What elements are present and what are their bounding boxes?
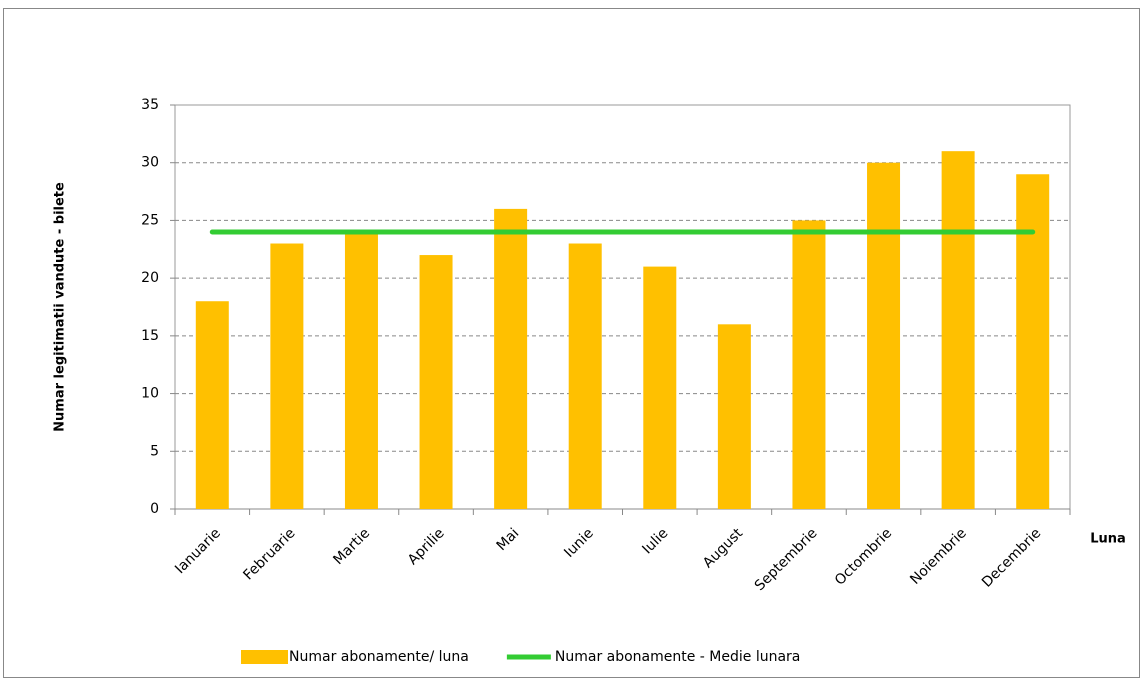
y-tick-label: 10: [141, 386, 159, 402]
bar: [419, 255, 453, 509]
y-tick-label: 20: [141, 270, 159, 286]
bar: [494, 208, 528, 509]
x-axis-title: Luna: [1090, 532, 1126, 547]
y-tick-label: 25: [141, 212, 159, 228]
plot-area: [174, 104, 1071, 510]
bar: [195, 301, 229, 509]
y-tick-label: 35: [141, 97, 159, 113]
bar: [941, 151, 975, 509]
y-axis-title: Numar legitimatii vandute - bilete: [53, 182, 68, 432]
bar: [1016, 174, 1050, 509]
legend-swatch: [241, 650, 288, 664]
y-tick-label: 5: [150, 443, 159, 459]
bar: [792, 220, 826, 509]
bar: [344, 231, 378, 509]
y-tick-label: 30: [141, 155, 159, 171]
y-tick-label: 15: [141, 328, 159, 344]
bar: [568, 243, 602, 509]
bar: [270, 243, 304, 509]
y-tick-label: 0: [150, 501, 159, 517]
bar: [867, 162, 901, 509]
bar: [717, 324, 751, 509]
legend-label: Numar abonamente - Medie lunara: [555, 649, 801, 665]
bar: [643, 266, 677, 509]
legend-label: Numar abonamente/ luna: [289, 649, 469, 665]
